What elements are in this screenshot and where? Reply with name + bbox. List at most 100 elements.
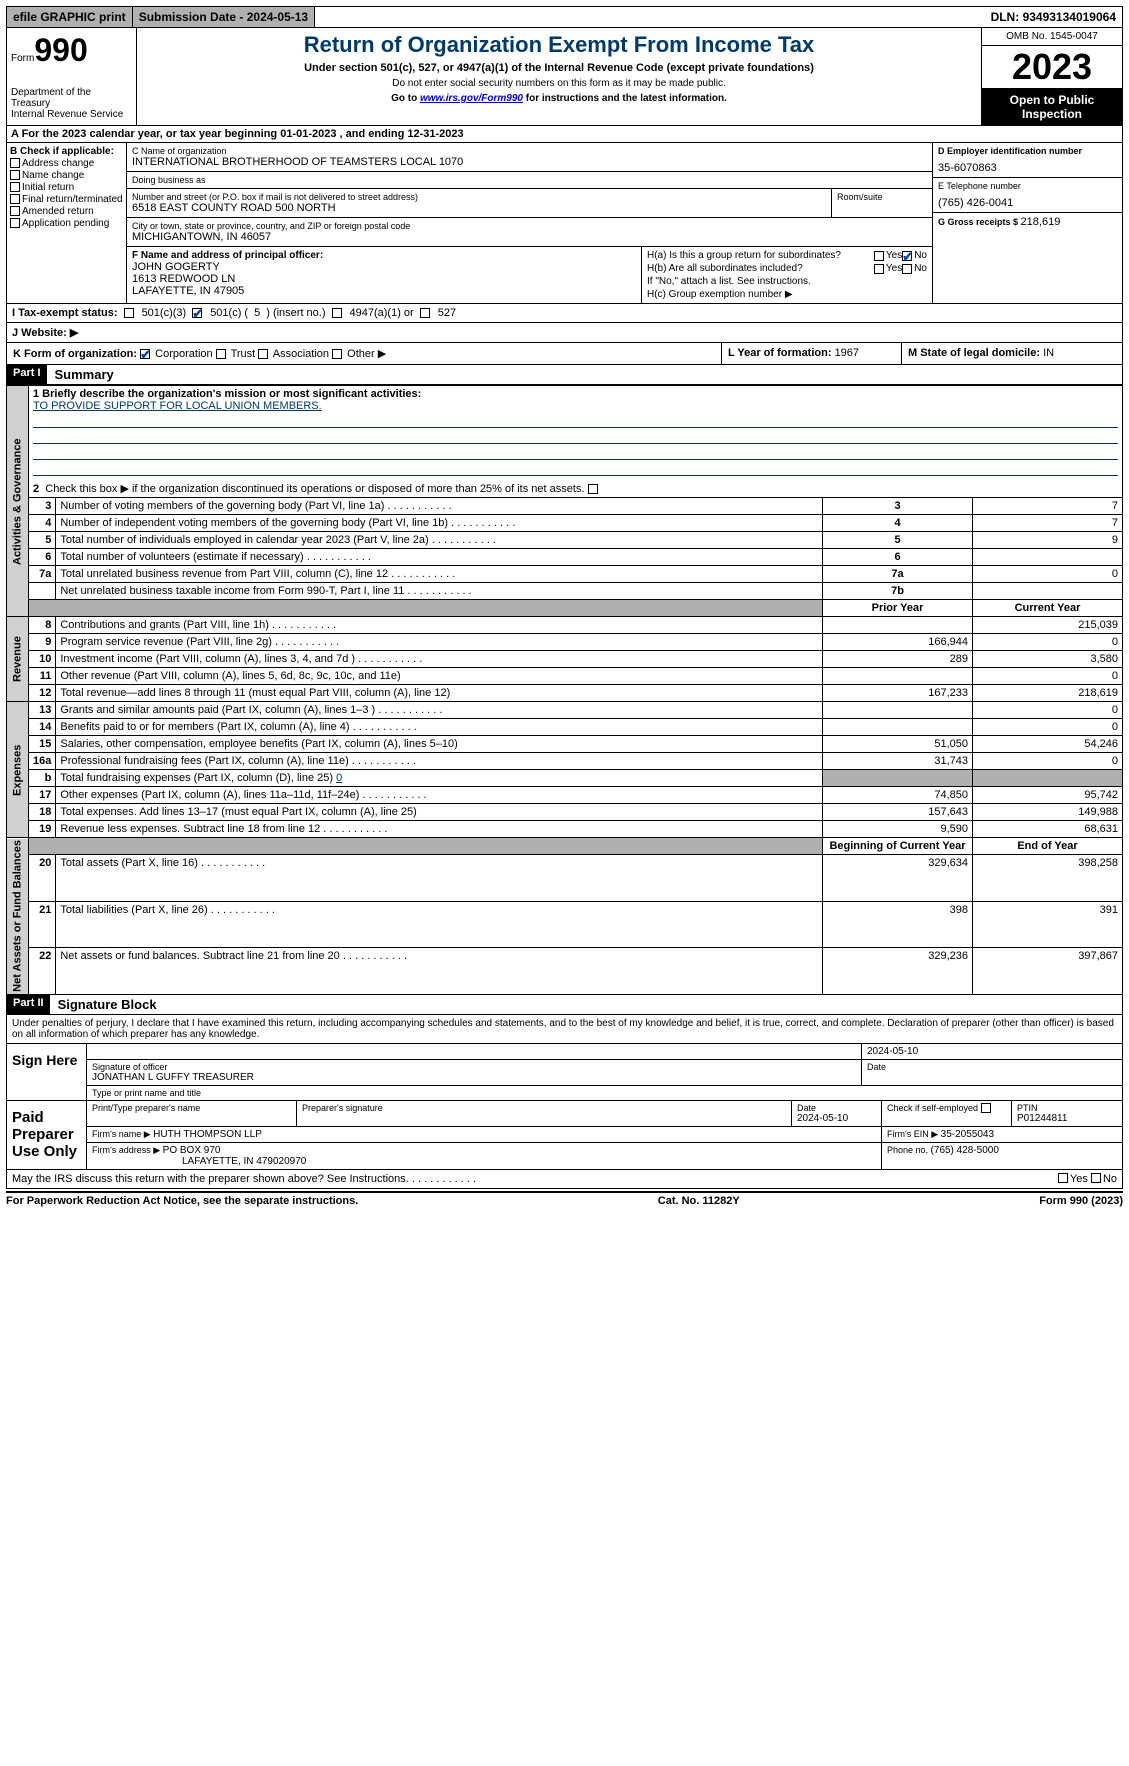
label-initial-return: Initial return [22, 182, 74, 193]
hb-label: H(b) Are all subordinates included? [647, 263, 874, 274]
checkbox-corp[interactable] [140, 349, 150, 359]
label-name-change: Name change [22, 170, 84, 181]
label-4947: 4947(a)(1) or [350, 307, 414, 319]
checkbox-self-employed[interactable] [981, 1103, 991, 1113]
checkbox-ha-no[interactable] [902, 251, 912, 261]
city-label: City or town, state or province, country… [132, 221, 927, 231]
signature-block: Under penalties of perjury, I declare th… [6, 1015, 1123, 1189]
i-label: I Tax-exempt status: [12, 307, 118, 319]
omb-number: OMB No. 1545-0047 [982, 28, 1122, 46]
r9-num: 9 [29, 634, 56, 651]
e16a-prior: 31,743 [823, 753, 973, 770]
checkbox-assoc[interactable] [258, 349, 268, 359]
e17-curr: 95,742 [973, 787, 1123, 804]
label-501c3: 501(c)(3) [142, 307, 187, 319]
e15-curr: 54,246 [973, 736, 1123, 753]
officer-name-title: JONATHAN L GUFFY TREASURER [92, 1072, 856, 1083]
row4-num: 4 [29, 515, 56, 532]
form990-link[interactable]: www.irs.gov/Form990 [420, 93, 523, 104]
vlabel-revenue: Revenue [7, 617, 29, 702]
n21-end: 391 [973, 901, 1123, 948]
e18-prior: 157,643 [823, 804, 973, 821]
e17-text: Other expenses (Part IX, column (A), lin… [56, 787, 823, 804]
mission-label: 1 Briefly describe the organization's mi… [33, 388, 1118, 400]
checkbox-4947[interactable] [332, 308, 342, 318]
checkbox-name-change[interactable] [10, 170, 20, 180]
r11-curr: 0 [973, 668, 1123, 685]
ptin-value: P01244811 [1017, 1113, 1117, 1124]
label-assoc: Association [273, 348, 329, 360]
checkbox-discontinued[interactable] [588, 484, 598, 494]
form-footer: For Paperwork Reduction Act Notice, see … [6, 1193, 1123, 1207]
checkbox-501c[interactable] [192, 308, 202, 318]
checkbox-527[interactable] [420, 308, 430, 318]
row-klm: K Form of organization: Corporation Trus… [6, 343, 1123, 365]
e14-curr: 0 [973, 719, 1123, 736]
efile-print-button[interactable]: efile GRAPHIC print [7, 7, 133, 27]
col-prior: Prior Year [823, 600, 973, 617]
e19-num: 19 [29, 821, 56, 838]
k-label: K Form of organization: [13, 348, 137, 360]
row-website: J Website: ▶ [6, 323, 1123, 343]
n21-num: 21 [29, 901, 56, 948]
cat-no: Cat. No. 11282Y [658, 1195, 740, 1207]
row4-label: 4 [823, 515, 973, 532]
row5-val: 9 [973, 532, 1123, 549]
checkbox-hb-no[interactable] [902, 264, 912, 274]
r9-prior: 166,944 [823, 634, 973, 651]
firm-addr1: PO BOX 970 [163, 1145, 221, 1156]
prep-sig-label: Preparer's signature [297, 1101, 792, 1126]
checkbox-final-return[interactable] [10, 194, 20, 204]
r8-num: 8 [29, 617, 56, 634]
checkbox-discuss-yes[interactable] [1058, 1173, 1068, 1183]
row7a-val: 0 [973, 566, 1123, 583]
e19-prior: 9,590 [823, 821, 973, 838]
n20-end: 398,258 [973, 855, 1123, 902]
row5-text: Total number of individuals employed in … [56, 532, 823, 549]
label-501c-post: ) (insert no.) [266, 307, 325, 319]
state-domicile: IN [1043, 347, 1054, 359]
row3-text: Number of voting members of the governin… [56, 498, 823, 515]
checkbox-other[interactable] [332, 349, 342, 359]
prep-phone: (765) 428-5000 [931, 1145, 999, 1156]
row4-text: Number of independent voting members of … [56, 515, 823, 532]
phone-value: (765) 426-0041 [938, 191, 1117, 209]
n21-text: Total liabilities (Part X, line 26) [56, 901, 823, 948]
submission-date: 2024-05-13 [247, 10, 308, 24]
header-fields: B Check if applicable: Address change Na… [6, 143, 1123, 304]
year-formation: 1967 [835, 347, 859, 359]
checkbox-discuss-no[interactable] [1091, 1173, 1101, 1183]
row6-val [973, 549, 1123, 566]
e15-prior: 51,050 [823, 736, 973, 753]
label-pending: Application pending [22, 218, 109, 229]
n21-begin: 398 [823, 901, 973, 948]
row4-val: 7 [973, 515, 1123, 532]
row7a-text: Total unrelated business revenue from Pa… [56, 566, 823, 583]
submission-date-cell: Submission Date - 2024-05-13 [133, 7, 315, 27]
form-ref: Form 990 (2023) [1039, 1195, 1123, 1207]
checkbox-initial-return[interactable] [10, 182, 20, 192]
label-address-change: Address change [22, 158, 94, 169]
checkbox-amended[interactable] [10, 206, 20, 216]
checkbox-hb-yes[interactable] [874, 264, 884, 274]
firm-name: HUTH THOMPSON LLP [153, 1129, 262, 1140]
checkbox-trust[interactable] [216, 349, 226, 359]
hc-label: H(c) Group exemption number ▶ [647, 289, 927, 300]
checkbox-ha-yes[interactable] [874, 251, 884, 261]
part-ii-header: Part II Signature Block [6, 995, 1123, 1015]
checkbox-address-change[interactable] [10, 158, 20, 168]
label-final-return: Final return/terminated [22, 194, 123, 205]
checkbox-501c3[interactable] [124, 308, 134, 318]
j-label: J Website: ▶ [12, 327, 78, 339]
dln-cell: DLN: 93493134019064 [985, 7, 1122, 27]
checkbox-pending[interactable] [10, 218, 20, 228]
row-tax-exempt: I Tax-exempt status: 501(c)(3) 501(c) (5… [6, 304, 1123, 323]
firm-name-label: Firm's name ▶ [92, 1129, 153, 1139]
city-value: MICHIGANTOWN, IN 46057 [132, 231, 927, 243]
vlabel-net: Net Assets or Fund Balances [7, 838, 29, 995]
pra-notice: For Paperwork Reduction Act Notice, see … [6, 1195, 358, 1207]
period-begin: 01-01-2023 [280, 128, 336, 140]
r8-curr: 215,039 [973, 617, 1123, 634]
box-b-title: B Check if applicable: [10, 146, 123, 157]
self-employed-label: Check if self-employed [887, 1103, 978, 1113]
